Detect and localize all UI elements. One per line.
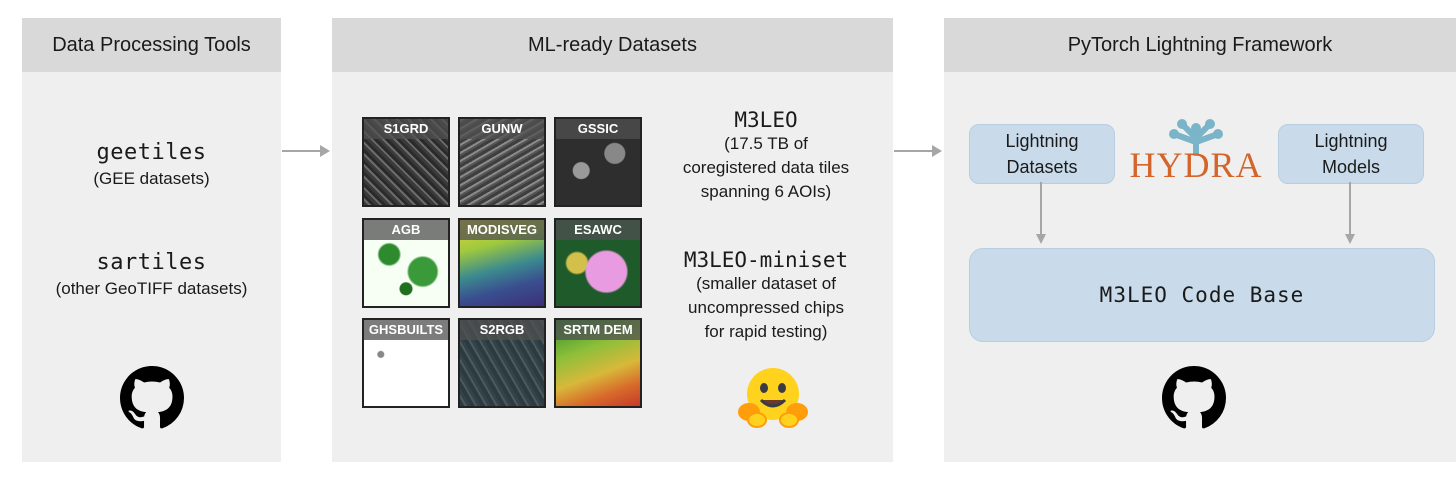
hydra-logo: HYDRA (1126, 116, 1266, 188)
tile-label: GHSBUILTS (364, 320, 448, 340)
sartiles-desc: (other GeoTIFF datasets) (55, 279, 248, 298)
m3leo-codebase-box: M3LEO Code Base (969, 248, 1435, 342)
m3leo-line-3: spanning 6 AOIs) (700, 182, 832, 201)
sartiles-block: sartiles (other GeoTIFF datasets) (22, 250, 281, 299)
miniset-line-3: for rapid testing) (704, 322, 828, 341)
tile-agb: AGB (362, 218, 450, 308)
tile-esawc: ESAWC (554, 218, 642, 308)
arrow-datasets-to-framework (894, 145, 942, 157)
miniset-line-2: uncompressed chips (688, 298, 844, 317)
m3leo-block: M3LEO (17.5 TB of coregistered data tile… (650, 108, 882, 204)
lightning-datasets-line-1: Lightning (1005, 131, 1079, 151)
tile-gssic: GSSIC (554, 117, 642, 207)
arrow-tools-to-datasets (282, 145, 330, 157)
m3leo-line-1: (17.5 TB of (724, 134, 808, 153)
tile-ghsbuilts: GHSBUILTS (362, 318, 450, 408)
geetiles-desc: (GEE datasets) (93, 169, 210, 188)
tile-label: ESAWC (556, 220, 640, 240)
tile-srtm-dem: SRTM DEM (554, 318, 642, 408)
datasets-panel: ML-ready Datasets S1GRD GUNW GSSIC AGB M… (332, 18, 893, 462)
miniset-block: M3LEO-miniset (smaller dataset of uncomp… (650, 248, 882, 344)
github-icon[interactable] (1162, 366, 1226, 430)
tile-modisveg: MODISVEG (458, 218, 546, 308)
lightning-datasets-line-2: Datasets (1006, 157, 1078, 177)
tile-label: GUNW (460, 119, 544, 139)
geetiles-block: geetiles (GEE datasets) (22, 140, 281, 189)
sartiles-name: sartiles (96, 250, 207, 275)
tools-panel-title: Data Processing Tools (22, 18, 281, 72)
framework-panel-title: PyTorch Lightning Framework (944, 18, 1456, 72)
miniset-name: M3LEO-miniset (683, 248, 849, 272)
tile-label: MODISVEG (460, 220, 544, 240)
tile-label: S2RGB (460, 320, 544, 340)
tile-s2rgb: S2RGB (458, 318, 546, 408)
lightning-models-line-1: Lightning (1314, 131, 1388, 151)
lightning-models-box: Lightning Models (1278, 124, 1424, 184)
tools-panel: Data Processing Tools geetiles (GEE data… (22, 18, 281, 462)
tile-label: SRTM DEM (556, 320, 640, 340)
arrow-models-to-codebase (1345, 182, 1355, 244)
hydra-wordmark: HYDRA (1129, 145, 1263, 185)
arrow-datasets-to-codebase (1036, 182, 1046, 244)
lightning-datasets-box: Lightning Datasets (969, 124, 1115, 184)
tile-label: AGB (364, 220, 448, 240)
miniset-line-1: (smaller dataset of (696, 274, 836, 293)
hydra-leaf-icon (1169, 119, 1223, 156)
lightning-models-line-2: Models (1321, 157, 1380, 177)
tile-gunw: GUNW (458, 117, 546, 207)
m3leo-line-2: coregistered data tiles (682, 158, 850, 177)
hugging-face-icon[interactable] (737, 364, 809, 430)
tile-s1grd: S1GRD (362, 117, 450, 207)
tile-label: GSSIC (556, 119, 640, 139)
datasets-panel-title: ML-ready Datasets (332, 18, 893, 72)
github-icon[interactable] (120, 366, 184, 430)
framework-panel: PyTorch Lightning Framework Lightning Da… (944, 18, 1456, 462)
m3leo-name: M3LEO (734, 108, 798, 132)
geetiles-name: geetiles (96, 140, 207, 165)
tile-label: S1GRD (364, 119, 448, 139)
